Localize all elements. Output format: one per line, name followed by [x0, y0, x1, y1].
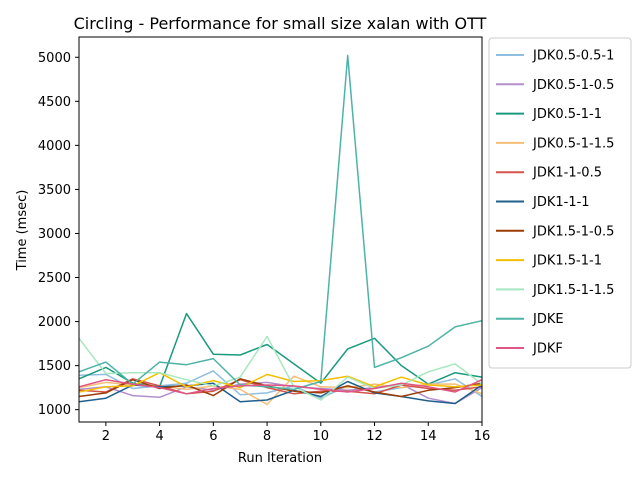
y-tick-label-8: 5000	[38, 51, 71, 66]
y-axis-label: Time (msec)	[15, 190, 30, 272]
legend-label-10: JDKF	[532, 342, 563, 357]
x-axis-label: Run Iteration	[238, 451, 322, 466]
legend-label-5: JDK1-1-1	[532, 195, 590, 210]
y-tick-label-7: 4500	[38, 95, 71, 110]
y-tick-label-1: 1500	[38, 359, 71, 374]
x-tick-label-2: 6	[209, 429, 217, 444]
legend-label-9: JDKE	[532, 312, 564, 327]
x-tick-label-3: 8	[263, 429, 271, 444]
legend: JDK0.5-0.5-1 JDK0.5-1-0.5 JDK0.5-1-1 JDK0.5…	[488, 37, 632, 369]
series-layer	[78, 54, 483, 406]
series-line-4	[78, 378, 483, 395]
series-line-1	[78, 381, 483, 405]
x-tick-label-6: 14	[420, 429, 437, 444]
y-tick-label-4: 3000	[38, 227, 71, 242]
x-tick-label-4: 10	[313, 429, 330, 444]
y-axis: 1000 1500 2000 2500 3000 3500 4000 4500 5000	[38, 51, 79, 418]
series-line-7	[78, 371, 483, 393]
y-tick-label-6: 4000	[38, 139, 71, 154]
chart-title: Circling - Performance for small size xa…	[74, 14, 487, 33]
y-tick-label-3: 2500	[38, 271, 71, 286]
legend-label-0: JDK0.5-0.5-1	[532, 49, 614, 64]
legend-frame	[488, 37, 632, 369]
plot-area	[78, 36, 483, 423]
x-tick-label-1: 4	[155, 429, 163, 444]
legend-label-7: JDK1.5-1-1	[532, 254, 602, 269]
y-tick-label-5: 3500	[38, 183, 71, 198]
x-tick-label-5: 12	[366, 429, 383, 444]
legend-label-8: JDK1.5-1-1.5	[532, 283, 614, 298]
legend-label-2: JDK0.5-1-1	[532, 107, 602, 122]
series-line-9	[78, 54, 483, 391]
plot-border	[78, 36, 483, 423]
legend-label-1: JDK0.5-1-0.5	[532, 78, 614, 93]
y-tick-label-2: 2000	[38, 315, 71, 330]
x-tick-label-7: 16	[474, 429, 491, 444]
plot-frame	[79, 37, 482, 422]
legend-label-6: JDK1.5-1-0.5	[532, 224, 614, 239]
legend-label-4: JDK1-1-0.5	[532, 166, 602, 181]
x-tick-label-0: 2	[102, 429, 110, 444]
x-axis: 2 4 6 8 10 12 14 16	[102, 422, 491, 444]
y-tick-label-0: 1000	[38, 403, 71, 418]
series-line-10	[78, 378, 483, 395]
legend-label-3: JDK0.5-1-1.5	[532, 136, 614, 151]
